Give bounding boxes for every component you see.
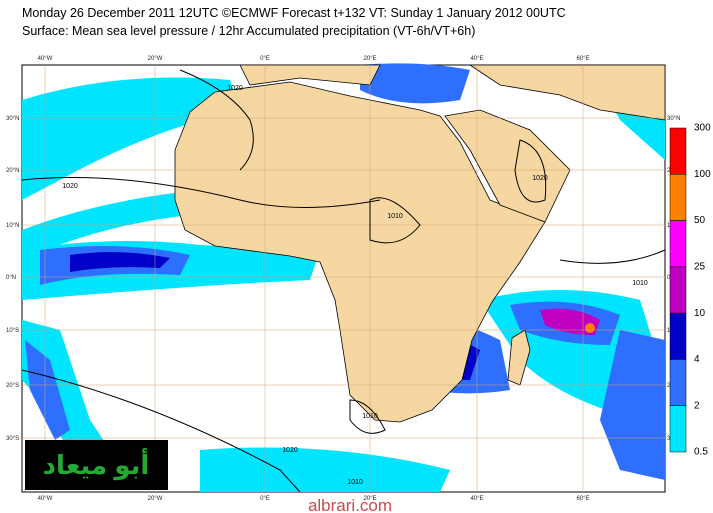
isobar-label: 1020 (227, 85, 243, 92)
colorbar-segment (669, 127, 687, 175)
isobar-label: 1010 (387, 213, 403, 220)
longitude-label: 40°W (38, 496, 53, 502)
longitude-label: 40°E (470, 496, 483, 502)
latitude-label: 10°N (6, 223, 19, 229)
longitude-label: 20°W (148, 56, 163, 62)
colorbar-label: 50 (694, 215, 706, 226)
watermark-site: albrari.com (308, 496, 392, 513)
longitude-label: 20°W (148, 496, 163, 502)
watermark-arabic: أبو ميعاد (43, 448, 150, 481)
isobar-label: 1020 (532, 175, 548, 182)
isobar-label: 1010 (632, 280, 648, 287)
colorbar-segment (669, 312, 687, 360)
longitude-label: 20°E (363, 56, 376, 62)
colorbar-segment (669, 359, 687, 406)
latitude-label: 30°N (6, 116, 19, 122)
isobar-label: 1010 (362, 413, 378, 420)
colorbar-segment (669, 405, 687, 453)
colorbar-label: 100 (694, 169, 711, 180)
colorbar-label: 0.5 (694, 447, 708, 458)
colorbar-segment (669, 266, 687, 314)
colorbar-label: 4 (694, 354, 700, 365)
watermark-box (25, 440, 168, 490)
land (174, 64, 666, 423)
title-line-1: Monday 26 December 2011 12UTC ©ECMWF For… (22, 6, 566, 20)
longitude-label: 40°E (470, 56, 483, 62)
isobars (21, 69, 666, 493)
colorbar-label: 10 (694, 308, 706, 319)
longitude-label: 20°E (363, 496, 376, 502)
colorbar-segment (669, 174, 687, 221)
latitude-label: 20°N (6, 168, 19, 174)
latitude-label: 0°N (6, 275, 16, 281)
isobar-label: 1020 (62, 183, 78, 190)
longitude-label: 40°W (38, 56, 53, 62)
colorbar-label: 300 (694, 123, 711, 134)
latitude-label: 20°S (6, 383, 19, 389)
longitude-label: 60°E (576, 56, 589, 62)
latitude-label: 30°N (667, 116, 680, 122)
colorbar-label: 25 (694, 261, 706, 272)
isobar-label: 1010 (347, 479, 363, 486)
title-line-2: Surface: Mean sea level pressure / 12hr … (22, 24, 475, 38)
longitude-label: 0°E (260, 496, 270, 502)
longitude-label: 60°E (576, 496, 589, 502)
latitude-label: 10°S (6, 328, 19, 334)
longitude-label: 0°E (260, 56, 270, 62)
colorbar-segment (669, 220, 687, 268)
latitude-label: 30°S (6, 436, 19, 442)
graticule (22, 65, 665, 492)
colorbar-label: 2 (694, 400, 700, 411)
isobar-label: 1020 (282, 447, 298, 454)
